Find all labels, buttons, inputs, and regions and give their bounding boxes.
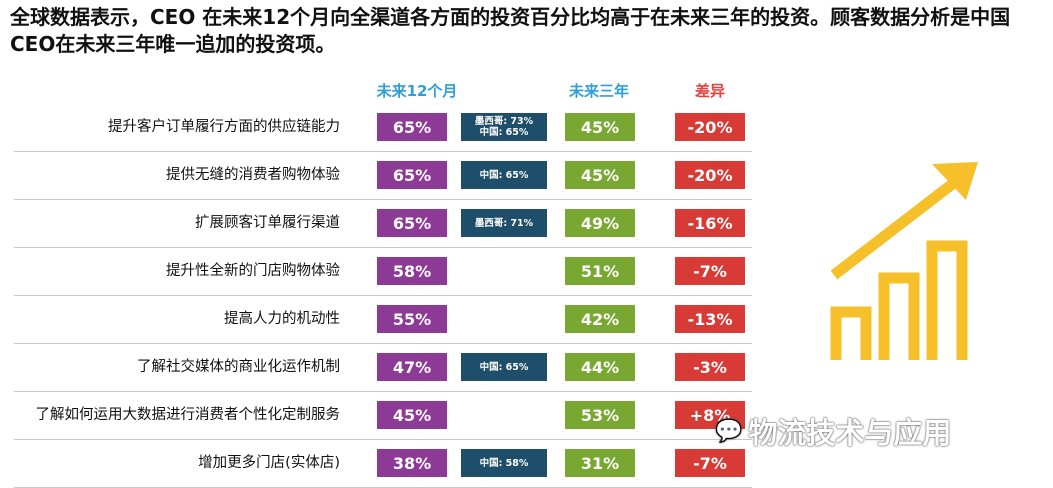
value-next-12-months: 65%	[377, 209, 447, 237]
value-difference: -16%	[675, 209, 745, 237]
row-label: 提高人力的机动性	[224, 310, 340, 327]
value-next-3-years: 44%	[565, 353, 635, 381]
value-next-12-months: 65%	[377, 161, 447, 189]
table-row: 提高人力的机动性 55% 42% -13%	[14, 295, 752, 344]
country-note: 中国: 65%	[461, 353, 547, 381]
table-row: 提升客户订单履行方面的供应链能力 65% 墨西哥: 73% 中国: 65% 45% -20…	[14, 103, 752, 152]
header-next-3-years: 未来三年	[568, 82, 629, 100]
row-label: 增加更多门店(实体店)	[198, 454, 340, 471]
country-note: 中国: 58%	[461, 449, 547, 477]
country-note: 墨西哥: 73% 中国: 65%	[461, 113, 547, 141]
country-note-line: 墨西哥: 71%	[474, 217, 534, 229]
wechat-icon: 💬	[715, 418, 743, 444]
value-difference: -20%	[675, 161, 745, 189]
table-row: 了解如何运用大数据进行消费者个性化定制服务 45% 53% +8%	[14, 391, 752, 440]
value-next-3-years: 31%	[565, 449, 635, 477]
value-next-3-years: 51%	[565, 257, 635, 285]
value-difference: -7%	[675, 257, 745, 285]
row-label: 提升客户订单履行方面的供应链能力	[108, 118, 340, 135]
value-next-3-years: 42%	[565, 305, 635, 333]
country-note-line: 中国: 65%	[479, 169, 529, 181]
value-next-12-months: 58%	[377, 257, 447, 285]
header-next-12-months: 未来12个月	[376, 82, 458, 100]
value-difference: +8%	[675, 401, 745, 429]
page-title: 全球数据表示，CEO 在未来12个月向全渠道各方面的投资百分比均高于在未来三年的…	[10, 5, 1011, 56]
value-next-3-years: 45%	[565, 161, 635, 189]
value-next-12-months: 38%	[377, 449, 447, 477]
country-note-line: 中国: 65%	[479, 361, 529, 373]
country-note: 中国: 65%	[461, 161, 547, 189]
header-difference: 差异	[694, 82, 725, 100]
value-next-3-years: 45%	[565, 113, 635, 141]
watermark-text: 物流技术与应用	[748, 416, 952, 450]
value-difference: -13%	[675, 305, 745, 333]
value-next-12-months: 45%	[377, 401, 447, 429]
value-next-12-months: 47%	[377, 353, 447, 381]
growth-chart-icon	[830, 162, 978, 360]
country-note-line: 中国: 58%	[479, 457, 529, 469]
table-row: 了解社交媒体的商业化运作机制 47% 中国: 65% 44% -3%	[14, 343, 752, 392]
country-note-line: 墨西哥: 73%	[474, 116, 534, 127]
table-row: 增加更多门店(实体店) 38% 中国: 58% 31% -7%	[14, 439, 752, 488]
row-label: 扩展顾客订单履行渠道	[195, 214, 340, 231]
value-next-3-years: 49%	[565, 209, 635, 237]
country-note: 墨西哥: 71%	[461, 209, 547, 237]
value-next-3-years: 53%	[565, 401, 635, 429]
row-label: 了解如何运用大数据进行消费者个性化定制服务	[35, 406, 341, 423]
value-difference: -20%	[675, 113, 745, 141]
table-row: 扩展顾客订单履行渠道 65% 墨西哥: 71% 49% -16%	[14, 199, 752, 248]
value-next-12-months: 55%	[377, 305, 447, 333]
row-label: 提升性全新的门店购物体验	[166, 262, 340, 279]
row-label: 了解社交媒体的商业化运作机制	[137, 358, 340, 375]
value-difference: -3%	[675, 353, 745, 381]
table-row: 提供无缝的消费者购物体验 65% 中国: 65% 45% -20%	[14, 151, 752, 200]
watermark: 💬 物流技术与应用	[715, 410, 951, 452]
value-next-12-months: 65%	[377, 113, 447, 141]
value-difference: -7%	[675, 449, 745, 477]
table-row: 提升性全新的门店购物体验 58% 51% -7%	[14, 247, 752, 296]
row-label: 提供无缝的消费者购物体验	[166, 166, 340, 183]
country-note-line: 中国: 65%	[479, 127, 529, 138]
